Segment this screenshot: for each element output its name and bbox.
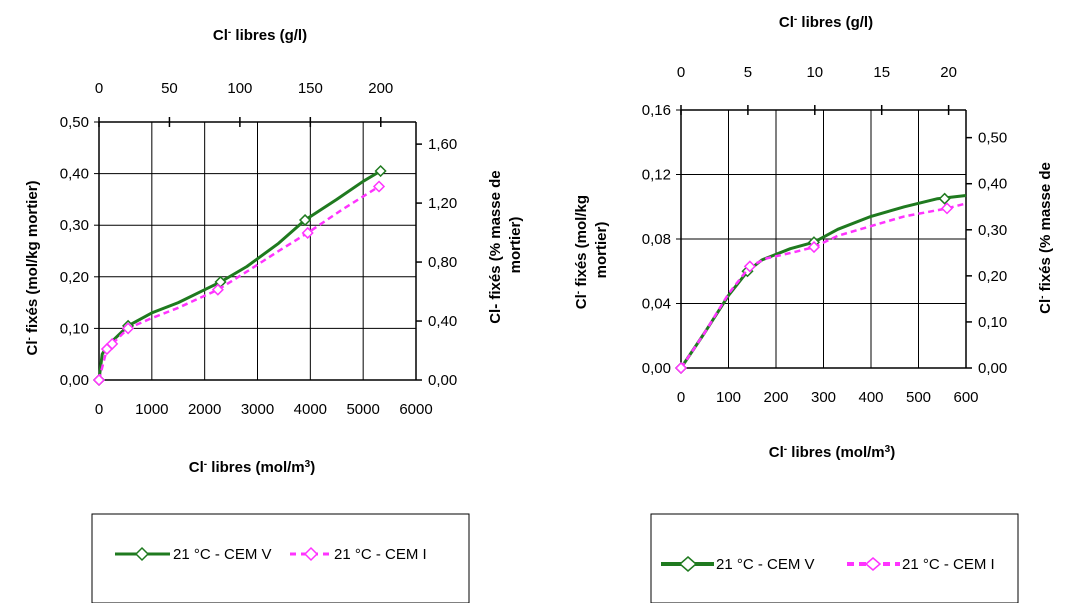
- chart-1-plot-area: [98, 121, 417, 381]
- series-line-cemi: [97, 185, 380, 381]
- y-tick-label: 0,00: [642, 360, 671, 377]
- x-tick-label: 300: [811, 389, 836, 406]
- chart-2-top-axis-label: Cl- libres (g/l): [779, 14, 873, 32]
- x-tick-label: 2000: [188, 401, 221, 418]
- chart-1-right-tick-labels: 0,00 0,40 0,80 1,20 1,60: [416, 136, 457, 389]
- legend-2-cemi-label: 21 °C - CEM I: [902, 556, 995, 573]
- chart-1-x-tick-labels: 0 1000 2000 3000 4000 5000 6000: [95, 401, 433, 418]
- x-tick-label: 600: [953, 389, 978, 406]
- legend-1-cemi-marker: [303, 546, 319, 562]
- legend-2-cemi-marker: [864, 557, 882, 571]
- top-tick-label: 0: [95, 80, 103, 97]
- y-tick-label: 0,00: [60, 372, 89, 389]
- y-tick-label: 0,10: [60, 320, 89, 337]
- data-point-cemi: [301, 226, 314, 240]
- top-tick-label: 100: [227, 80, 252, 97]
- legend-1-cemv-marker: [134, 546, 150, 562]
- y-tick-label: 0,50: [60, 114, 89, 131]
- chart-2-plot-area: [680, 109, 967, 369]
- chart-2-x-axis-label: Cl- libres (mol/m3): [769, 444, 895, 462]
- right-tick-label: 0,10: [978, 314, 1007, 331]
- data-point-cemi: [211, 283, 224, 296]
- top-tick-label: 10: [806, 64, 823, 81]
- right-tick-label: 0,40: [978, 176, 1007, 193]
- y-tick-label: 0,30: [60, 217, 89, 234]
- x-tick-label: 200: [763, 389, 788, 406]
- series-line-cemv: [679, 194, 967, 369]
- chart-1-y-axis-label: Cl- fixés (mol/kg mortier): [24, 180, 42, 355]
- chart-1-right-axis-label: Cl- fixés (% masse de mortier): [487, 166, 524, 324]
- data-point-cemi: [940, 202, 954, 215]
- top-tick-label: 0: [677, 64, 685, 81]
- x-tick-label: 0: [95, 401, 103, 418]
- chart-1-top-axis-label: Cl- libres (g/l): [213, 27, 307, 45]
- right-tick-label: 1,60: [428, 136, 457, 153]
- x-tick-label: 6000: [399, 401, 432, 418]
- chart-2-y-axis-label: Cl- fixés (mol/kg mortier): [573, 191, 611, 309]
- chart-1-top-tick-labels: 0 50 100 150 200: [95, 80, 393, 127]
- legend-2-cemv-marker: [678, 556, 698, 572]
- data-point-cemi: [674, 361, 688, 375]
- right-tick-label: 0,40: [428, 313, 457, 330]
- chart-2-top-tick-labels: 0 5 10 15 20: [677, 64, 957, 115]
- y-tick-label: 0,16: [642, 102, 671, 119]
- x-tick-label: 1000: [135, 401, 168, 418]
- data-point-cemv: [374, 164, 387, 178]
- chart-1-y-tick-labels: 0,00 0,10 0,20 0,30 0,40 0,50: [60, 114, 99, 389]
- right-tick-label: 0,30: [978, 222, 1007, 239]
- x-tick-label: 500: [906, 389, 931, 406]
- top-tick-label: 150: [298, 80, 323, 97]
- chart-2-y-tick-labels: 0,00 0,04 0,08 0,12 0,16: [642, 102, 681, 377]
- right-tick-label: 0,00: [428, 372, 457, 389]
- data-point-cemi: [106, 337, 119, 350]
- chart-2-x-tick-labels: 0 100 200 300 400 500 600: [677, 389, 979, 406]
- data-point-cemi: [92, 373, 106, 387]
- chart-2-legend: 21 °C - CEM V 21 °C - CEM I: [650, 513, 1019, 603]
- data-point-cemv: [298, 213, 312, 227]
- top-tick-label: 5: [744, 64, 752, 81]
- top-tick-label: 50: [161, 80, 178, 97]
- chart-1: Cl- libres (g/l) 0 50 100 150 200 0,000,100,…: [24, 27, 524, 603]
- x-tick-label: 3000: [241, 401, 274, 418]
- right-tick-label: 0,50: [978, 130, 1007, 147]
- legend-1-cemi-label: 21 °C - CEM I: [334, 546, 427, 563]
- chart-2: Cl- libres (g/l) 0 5 10 15 20 0,000,040,080,…: [573, 14, 1055, 603]
- y-tick-label: 0,12: [642, 167, 671, 184]
- top-tick-label: 20: [940, 64, 957, 81]
- x-tick-label: 0: [677, 389, 685, 406]
- x-tick-label: 4000: [294, 401, 327, 418]
- y-tick-label: 0,40: [60, 166, 89, 183]
- legend-2-cemv-label: 21 °C - CEM V: [716, 556, 815, 573]
- y-tick-label: 0,20: [60, 269, 89, 286]
- chart-2-series: [674, 192, 967, 375]
- data-point-cemv: [938, 192, 951, 205]
- right-tick-label: 0,00: [978, 360, 1007, 377]
- data-point-cemi: [743, 260, 756, 273]
- y-tick-label: 0,04: [642, 296, 671, 313]
- x-tick-label: 400: [858, 389, 883, 406]
- chart-1-x-axis-label: Cl- libres (mol/m3): [189, 459, 315, 477]
- x-tick-label: 100: [716, 389, 741, 406]
- top-tick-label: 15: [873, 64, 890, 81]
- data-point-cemi: [807, 241, 821, 254]
- right-tick-label: 0,80: [428, 254, 457, 271]
- right-tick-label: 1,20: [428, 195, 457, 212]
- series-line-cemi: [679, 202, 967, 369]
- chart-2-right-tick-labels: 0,00 0,10 0,20 0,30 0,40 0,50: [966, 130, 1007, 377]
- chart-1-legend: 21 °C - CEM V 21 °C - CEM I: [91, 513, 470, 603]
- chart-1-series: [92, 164, 387, 387]
- x-tick-label: 5000: [346, 401, 379, 418]
- legend-1-cemv-label: 21 °C - CEM V: [173, 546, 272, 563]
- data-point-cemi: [372, 180, 386, 193]
- right-tick-label: 0,20: [978, 268, 1007, 285]
- data-point-cemi: [121, 322, 135, 335]
- y-tick-label: 0,08: [642, 231, 671, 248]
- chart-2-right-axis-label: Cl- fixés (% masse de: [1037, 162, 1055, 314]
- top-tick-label: 200: [368, 80, 393, 97]
